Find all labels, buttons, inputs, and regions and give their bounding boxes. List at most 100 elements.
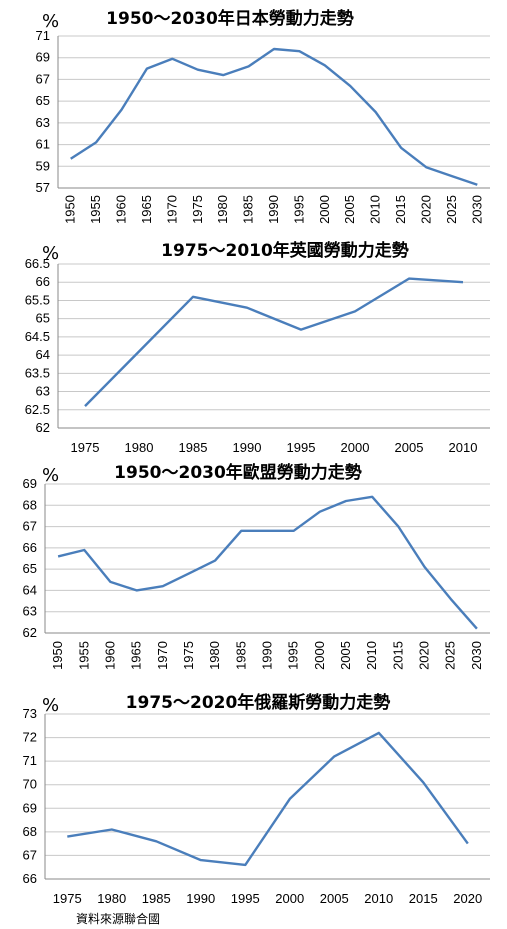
x-tick-label: 1985: [233, 641, 248, 670]
x-tick-label: 1990: [266, 195, 281, 224]
y-tick-label: 63.5: [25, 365, 50, 380]
x-tick-label: 1965: [139, 195, 154, 224]
x-tick-label: 2000: [317, 195, 332, 224]
x-tick-label: 1980: [125, 440, 154, 455]
y-tick-label: 67: [36, 71, 50, 86]
source-note: 資料來源聯合國: [76, 912, 161, 926]
chart-title: 1975～2020年俄羅斯勞動力走勢: [126, 692, 391, 713]
y-tick-label: 73: [23, 706, 37, 721]
chart-title: 1950～2030年歐盟勞動力走勢: [114, 462, 362, 483]
y-tick-label: 59: [36, 158, 50, 173]
x-tick-label: 2005: [320, 891, 349, 906]
y-tick-label: 71: [23, 753, 37, 768]
x-tick-label: 2025: [443, 641, 458, 670]
x-tick-label: 1975: [181, 641, 196, 670]
x-tick-label: 2020: [453, 891, 482, 906]
y-tick-label: 63: [36, 115, 50, 130]
x-tick-label: 2030: [469, 641, 484, 670]
y-tick-label: 65: [36, 93, 50, 108]
x-tick-label: 1985: [179, 440, 208, 455]
y-tick-label: 71: [36, 28, 50, 43]
x-tick-label: 2020: [418, 195, 433, 224]
y-tick-label: 66: [23, 871, 37, 886]
x-tick-label: 2000: [341, 440, 370, 455]
x-tick-label: 1995: [231, 891, 260, 906]
y-tick-label: 66: [36, 274, 50, 289]
x-tick-label: 1990: [233, 440, 262, 455]
series-line: [67, 731, 469, 867]
y-tick-label: 69: [36, 50, 50, 65]
series-line: [57, 495, 478, 630]
x-tick-label: 1950: [63, 195, 78, 224]
x-tick-label: 2005: [342, 195, 357, 224]
y-tick-label: 67: [23, 847, 37, 862]
x-tick-label: 1985: [142, 891, 171, 906]
y-tick-label: 62: [36, 420, 50, 435]
unit-label: %: [42, 695, 59, 716]
y-tick-label: 63: [23, 604, 37, 619]
x-tick-label: 1985: [241, 195, 256, 224]
y-tick-label: 64.5: [25, 329, 50, 344]
y-tick-label: 64: [36, 347, 50, 362]
x-tick-label: 2010: [364, 891, 393, 906]
chart-title: 1950～2030年日本勞動力走勢: [106, 8, 354, 29]
x-tick-label: 2005: [395, 440, 424, 455]
y-tick-label: 66: [23, 540, 37, 555]
x-tick-label: 1970: [155, 641, 170, 670]
x-tick-label: 1980: [215, 195, 230, 224]
y-tick-label: 68: [23, 497, 37, 512]
y-tick-label: 64: [23, 582, 37, 597]
x-tick-label: 1990: [186, 891, 215, 906]
x-tick-label: 1960: [102, 641, 117, 670]
chart-title: 1975～2010年英國勞動力走勢: [161, 240, 409, 261]
x-tick-label: 1980: [97, 891, 126, 906]
x-tick-label: 1975: [53, 891, 82, 906]
x-tick-label: 1980: [207, 641, 222, 670]
x-tick-label: 2025: [444, 195, 459, 224]
x-tick-label: 1975: [190, 195, 205, 224]
y-tick-label: 62.5: [25, 402, 50, 417]
x-tick-label: 1970: [164, 195, 179, 224]
x-tick-label: 1995: [287, 440, 316, 455]
unit-label: %: [42, 465, 59, 486]
x-tick-label: 1965: [129, 641, 144, 670]
x-tick-label: 2010: [368, 195, 383, 224]
x-tick-label: 2015: [393, 195, 408, 224]
y-tick-label: 61: [36, 137, 50, 152]
y-tick-label: 70: [23, 777, 37, 792]
x-tick-label: 1955: [88, 195, 103, 224]
unit-label: %: [42, 243, 59, 264]
y-tick-label: 65.5: [25, 292, 50, 307]
x-tick-label: 2010: [364, 641, 379, 670]
y-tick-label: 57: [36, 180, 50, 195]
y-tick-label: 72: [23, 730, 37, 745]
x-tick-label: 2030: [469, 195, 484, 224]
x-tick-label: 1995: [291, 195, 306, 224]
x-tick-label: 1975: [71, 440, 100, 455]
x-tick-label: 2000: [275, 891, 304, 906]
y-tick-label: 69: [23, 800, 37, 815]
y-tick-label: 65: [23, 561, 37, 576]
x-tick-label: 1995: [286, 641, 301, 670]
x-tick-label: 2005: [338, 641, 353, 670]
y-tick-label: 67: [23, 519, 37, 534]
x-tick-label: 1955: [76, 641, 91, 670]
x-tick-label: 1950: [50, 641, 65, 670]
y-tick-label: 68: [23, 824, 37, 839]
x-tick-label: 2020: [417, 641, 432, 670]
y-tick-label: 62: [23, 625, 37, 640]
y-tick-label: 65: [36, 311, 50, 326]
x-tick-label: 2000: [312, 641, 327, 670]
y-tick-label: 69: [23, 476, 37, 491]
x-tick-label: 2015: [409, 891, 438, 906]
x-tick-label: 2015: [390, 641, 405, 670]
y-tick-label: 63: [36, 384, 50, 399]
series-line: [84, 277, 464, 407]
unit-label: %: [42, 11, 59, 32]
x-tick-label: 2010: [449, 440, 478, 455]
x-tick-label: 1990: [260, 641, 275, 670]
y-tick-label: 66.5: [25, 256, 50, 271]
series-line: [70, 47, 478, 186]
x-tick-label: 1960: [114, 195, 129, 224]
